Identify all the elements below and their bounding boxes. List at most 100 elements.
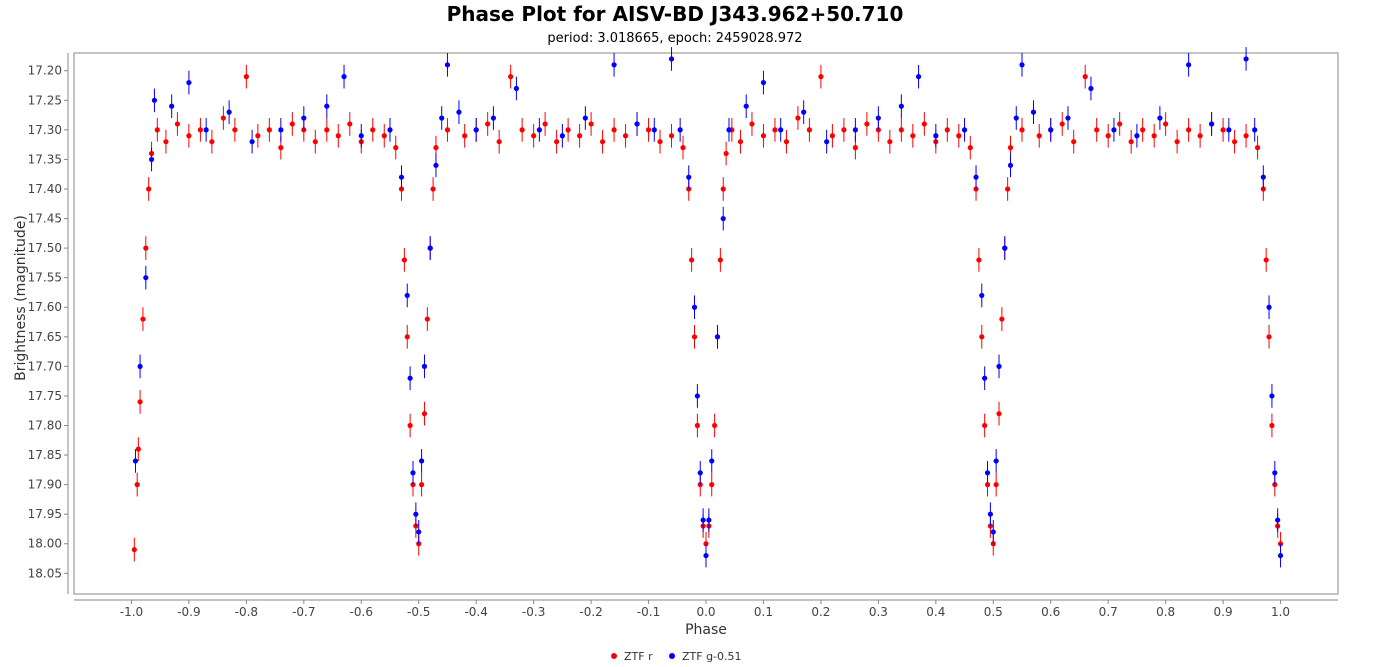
data-point — [1243, 56, 1249, 62]
data-point — [993, 458, 999, 464]
data-point — [588, 121, 594, 127]
data-point — [582, 115, 588, 121]
data-point — [289, 121, 295, 127]
data-point — [243, 74, 249, 80]
data-point — [680, 145, 686, 151]
data-point — [341, 74, 347, 80]
data-point — [841, 127, 847, 133]
x-tick-label: 0.6 — [1041, 605, 1060, 619]
data-point — [915, 74, 922, 80]
data-point — [398, 174, 405, 180]
data-point — [709, 482, 715, 488]
data-point — [1111, 127, 1117, 133]
data-point — [1272, 470, 1278, 476]
data-point — [982, 375, 988, 381]
y-tick-label: 17.70 — [28, 359, 62, 373]
data-point — [720, 186, 726, 192]
data-point — [255, 133, 261, 139]
y-axis-label: Brightness (magnitude) — [13, 215, 29, 381]
data-point — [1197, 133, 1203, 139]
data-point — [760, 79, 767, 86]
y-tick-label: 17.60 — [28, 300, 62, 314]
data-point — [143, 245, 149, 251]
data-point — [203, 127, 209, 133]
data-point — [829, 133, 836, 139]
data-point — [444, 62, 451, 68]
data-point — [686, 174, 692, 180]
y-tick-label: 18.00 — [28, 537, 62, 551]
data-point — [709, 458, 715, 464]
data-point — [473, 127, 479, 133]
data-point — [990, 529, 996, 535]
data-point — [301, 115, 307, 121]
data-point — [444, 127, 451, 133]
data-point — [421, 411, 428, 417]
y-tick-label: 17.20 — [28, 64, 62, 78]
data-point — [944, 127, 950, 133]
data-point — [961, 127, 968, 133]
data-point — [1209, 121, 1215, 127]
data-point — [1117, 121, 1123, 127]
y-tick-label: 17.30 — [28, 123, 62, 137]
data-point — [151, 97, 158, 103]
data-point — [1094, 127, 1100, 133]
data-point — [1140, 127, 1146, 133]
data-point — [132, 458, 139, 464]
data-point — [824, 139, 830, 145]
data-point — [427, 245, 433, 251]
data-point — [984, 470, 991, 476]
data-point — [806, 127, 813, 133]
data-point — [772, 127, 778, 133]
data-point — [668, 56, 675, 62]
y-tick-label: 17.85 — [28, 448, 62, 462]
data-point — [737, 139, 744, 145]
x-tick-label: 0.5 — [984, 605, 1003, 619]
data-point — [496, 139, 502, 145]
data-point — [401, 257, 407, 263]
data-point — [1105, 133, 1111, 139]
data-point — [421, 363, 428, 369]
data-point — [634, 121, 640, 127]
data-point — [1134, 133, 1140, 139]
data-point — [1275, 517, 1281, 523]
data-point — [778, 127, 784, 133]
data-point — [657, 139, 663, 145]
data-point — [416, 529, 422, 535]
data-point — [818, 74, 824, 80]
data-point — [1231, 139, 1238, 145]
data-point — [232, 127, 238, 133]
data-point — [864, 121, 870, 127]
data-point — [554, 139, 560, 145]
data-point — [703, 552, 709, 559]
data-point — [358, 133, 364, 139]
data-point — [622, 133, 629, 139]
y-tick-label: 17.50 — [28, 241, 62, 255]
data-point — [1005, 186, 1011, 192]
data-point — [433, 162, 439, 168]
legend-marker — [611, 653, 617, 659]
data-point — [987, 511, 994, 517]
data-point — [611, 127, 617, 133]
data-point — [419, 482, 425, 488]
data-point — [1082, 74, 1088, 80]
data-point — [982, 422, 988, 429]
x-axis: -1.0 -0.9 -0.8 -0.7 -0.6 -0.5 -0.4 -0.3 -0.2 -0.1… — [74, 599, 1338, 619]
data-point — [852, 127, 858, 133]
data-point — [973, 174, 979, 180]
data-point — [404, 292, 410, 299]
data-point — [887, 139, 893, 145]
y-tick-label: 17.95 — [28, 507, 62, 521]
legend-marker — [669, 653, 675, 659]
data-point — [137, 399, 143, 405]
data-point — [1019, 127, 1025, 133]
legend-label: ZTF g-0.51 — [682, 650, 742, 663]
data-point — [209, 139, 215, 145]
y-tick-label: 17.80 — [28, 418, 62, 432]
data-point — [898, 103, 904, 109]
data-point — [714, 334, 721, 340]
data-point — [393, 145, 399, 151]
data-point — [1254, 145, 1261, 151]
data-point — [1266, 304, 1272, 310]
data-point — [694, 422, 700, 429]
data-point — [1186, 127, 1192, 133]
